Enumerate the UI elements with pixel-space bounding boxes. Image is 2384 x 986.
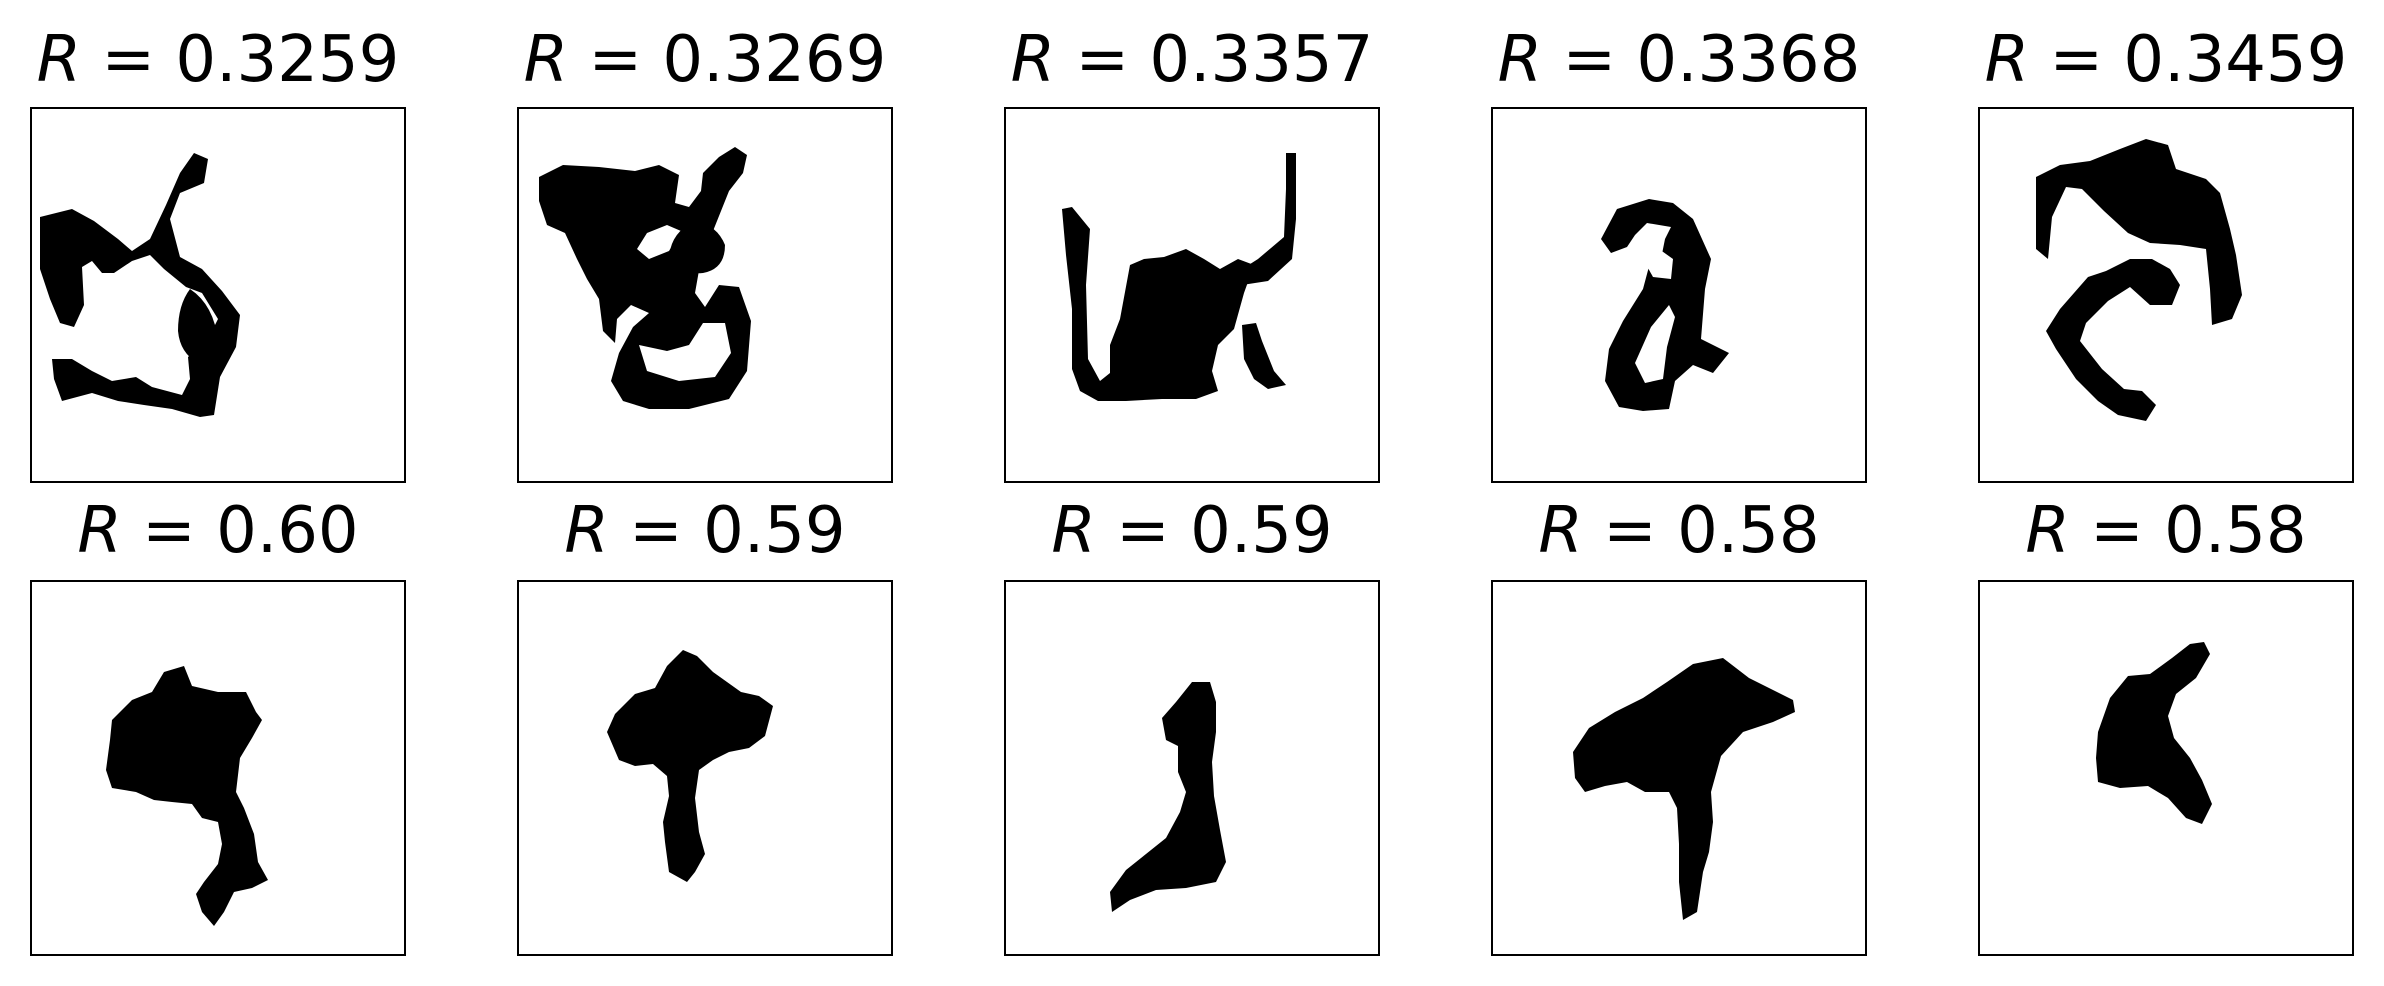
- title-value: 0.60: [216, 494, 359, 568]
- panel-title: R = 0.58: [1491, 499, 1867, 563]
- blob-mushroom-icon: [607, 650, 773, 882]
- panel-title: R = 0.3259: [30, 28, 406, 92]
- title-variable: R: [1984, 23, 2030, 97]
- title-variable: R: [2025, 494, 2070, 568]
- title-variable: R: [77, 494, 122, 568]
- blob-cap-icon: [106, 666, 268, 926]
- image-frame: [1491, 580, 1867, 956]
- title-variable: R: [1538, 494, 1583, 568]
- panel-title: R = 0.3357: [1004, 28, 1380, 92]
- panel-title: R = 0.3459: [1978, 28, 2354, 92]
- blob-curl-icon: [539, 147, 751, 409]
- title-equals: =: [121, 494, 217, 568]
- image-frame: [1978, 107, 2354, 483]
- panel-title: R = 0.58: [1978, 499, 2354, 563]
- image-frame: [517, 580, 893, 956]
- title-variable: R: [523, 23, 569, 97]
- image-frame: [1978, 580, 2354, 956]
- panel-title: R = 0.3368: [1491, 28, 1867, 92]
- image-frame: [1004, 580, 1380, 956]
- title-value: 0.59: [703, 494, 846, 568]
- title-variable: R: [564, 494, 609, 568]
- title-equals: =: [1582, 494, 1678, 568]
- title-equals: =: [1095, 494, 1191, 568]
- blob-loop-icon: [40, 153, 240, 417]
- blob-hook-icon: [1601, 199, 1729, 411]
- title-value: 0.3368: [1636, 23, 1861, 97]
- title-value: 0.58: [1677, 494, 1820, 568]
- title-equals: =: [1055, 23, 1150, 97]
- image-frame: [1491, 107, 1867, 483]
- blob-cup-icon: [1062, 153, 1296, 401]
- blob-tree-icon: [1573, 658, 1795, 920]
- title-equals: =: [608, 494, 704, 568]
- panel-title: R = 0.59: [517, 499, 893, 563]
- title-value: 0.59: [1190, 494, 1333, 568]
- title-equals: =: [1542, 23, 1637, 97]
- image-frame: [30, 107, 406, 483]
- image-frame: [1004, 107, 1380, 483]
- title-value: 0.58: [2164, 494, 2307, 568]
- panel-title: R = 0.3269: [517, 28, 893, 92]
- title-variable: R: [36, 23, 82, 97]
- title-value: 0.3259: [175, 23, 400, 97]
- title-value: 0.3357: [1149, 23, 1374, 97]
- title-value: 0.3459: [2123, 23, 2348, 97]
- image-frame: [517, 107, 893, 483]
- title-variable: R: [1497, 23, 1543, 97]
- title-equals: =: [568, 23, 663, 97]
- panel-title: R = 0.59: [1004, 499, 1380, 563]
- image-frame: [30, 580, 406, 956]
- title-variable: R: [1010, 23, 1056, 97]
- title-equals: =: [81, 23, 176, 97]
- blob-fork-icon: [2096, 642, 2212, 824]
- title-variable: R: [1051, 494, 1096, 568]
- title-equals: =: [2029, 23, 2124, 97]
- title-value: 0.3269: [662, 23, 887, 97]
- panel-title: R = 0.60: [30, 499, 406, 563]
- title-equals: =: [2069, 494, 2165, 568]
- blob-figure-icon: [1110, 682, 1226, 912]
- blob-swirl-icon: [2036, 139, 2242, 421]
